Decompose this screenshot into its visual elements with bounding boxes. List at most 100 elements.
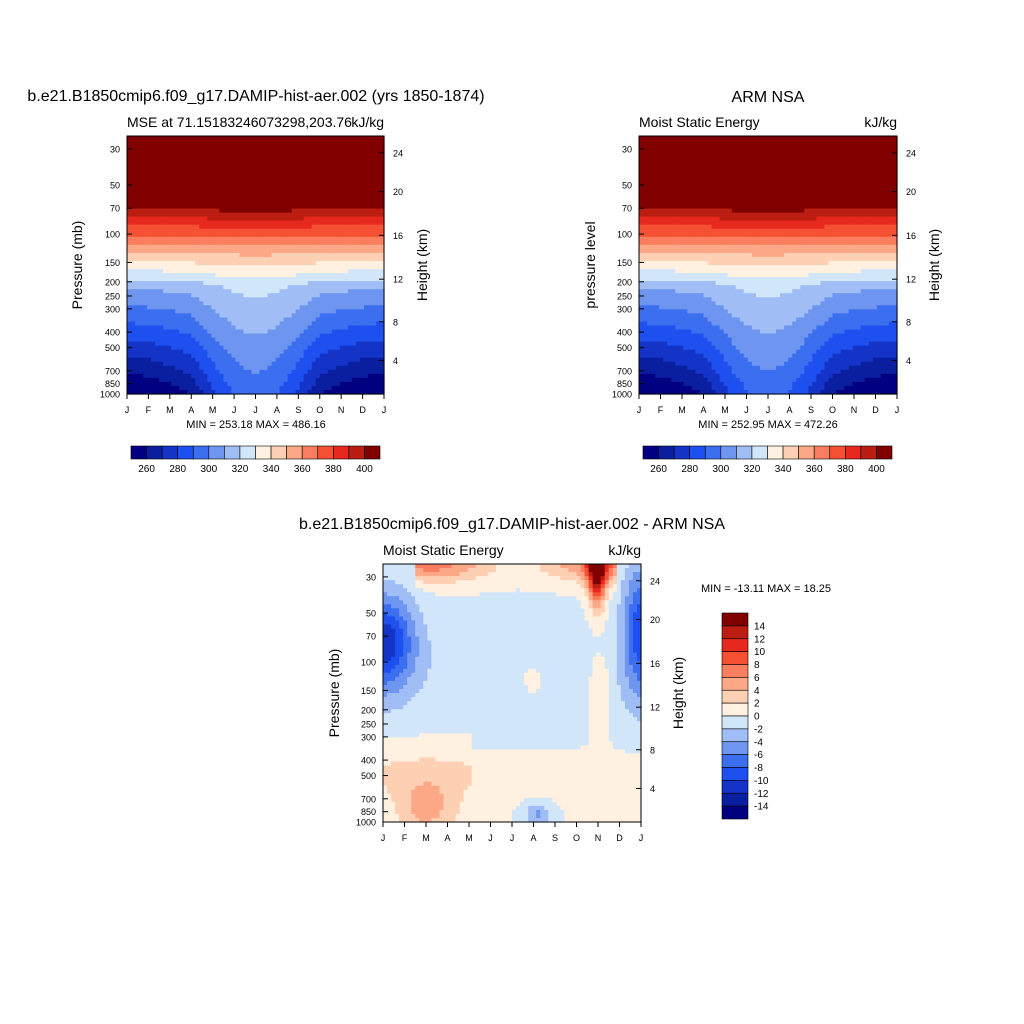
field-cell [360, 229, 365, 234]
field-cell [171, 350, 176, 355]
field-cell [219, 196, 224, 201]
field-cell [215, 237, 220, 242]
field-cell [227, 334, 232, 339]
field-cell [191, 346, 196, 351]
field-cell [316, 201, 321, 206]
field-cell [276, 313, 281, 318]
field-cell [296, 289, 301, 294]
field-cell [219, 293, 224, 298]
field-cell [256, 241, 261, 246]
field-cell [272, 156, 277, 161]
field-cell [272, 378, 277, 383]
field-cell [219, 342, 224, 347]
field-cell [235, 136, 240, 141]
field-cell [247, 281, 252, 286]
field-cell [260, 148, 265, 153]
field-cell [143, 374, 148, 379]
field-cell [135, 213, 140, 218]
field-cell [332, 330, 337, 335]
field-cell [324, 176, 329, 181]
field-cell [247, 196, 252, 201]
field-cell [195, 164, 200, 169]
field-cell [135, 152, 140, 157]
field-cell [679, 160, 684, 165]
field-cell [135, 265, 140, 270]
field-cell [235, 148, 240, 153]
field-cell [364, 253, 369, 258]
field-cell [223, 382, 228, 387]
field-cell [348, 330, 353, 335]
field-cell [256, 342, 261, 347]
field-cell [328, 160, 333, 165]
field-cell [308, 334, 313, 339]
field-cell [284, 229, 289, 234]
field-cell [344, 382, 349, 387]
field-cell [167, 184, 172, 189]
field-cell [328, 293, 333, 298]
field-cell [320, 180, 325, 185]
field-cell [364, 213, 369, 218]
field-cell [207, 358, 212, 363]
field-cell [167, 156, 172, 161]
xtick-label: N [338, 405, 345, 415]
field-cell [167, 354, 172, 359]
field-cell [264, 241, 269, 246]
field-cell [316, 168, 321, 173]
field-cell [885, 176, 890, 181]
field-cell [251, 346, 256, 351]
field-cell [292, 342, 297, 347]
field-cell [143, 225, 148, 230]
field-cell [296, 362, 301, 367]
field-cell [300, 301, 305, 306]
field-cell [687, 152, 692, 157]
field-cell [356, 237, 361, 242]
field-cell [171, 188, 176, 193]
field-cell [304, 342, 309, 347]
field-cell [873, 172, 878, 177]
field-cell [135, 342, 140, 347]
field-cell [647, 172, 652, 177]
field-cell [316, 358, 321, 363]
field-cell [352, 350, 357, 355]
field-cell [223, 362, 228, 367]
field-cell [260, 253, 265, 258]
field-cell [272, 196, 277, 201]
field-cell [356, 285, 361, 290]
field-cell [147, 192, 152, 197]
field-cell [340, 321, 345, 326]
field-cell [667, 144, 672, 149]
field-cell [376, 164, 381, 169]
field-cell [268, 164, 273, 169]
field-cell [328, 168, 333, 173]
field-cell [796, 176, 801, 181]
field-cell [207, 217, 212, 222]
field-cell [231, 213, 236, 218]
field-cell [740, 164, 745, 169]
field-cell [167, 313, 172, 318]
field-cell [251, 297, 256, 302]
field-cell [659, 176, 664, 181]
field-cell [328, 273, 333, 278]
field-cell [211, 273, 216, 278]
field-cell [356, 184, 361, 189]
field-cell [360, 257, 365, 262]
field-cell [203, 213, 208, 218]
field-cell [211, 201, 216, 206]
field-cell [167, 148, 172, 153]
field-cell [155, 265, 160, 270]
field-cell [272, 265, 277, 270]
field-cell [332, 237, 337, 242]
field-cell [336, 273, 341, 278]
field-cell [256, 225, 261, 230]
field-cell [127, 297, 132, 302]
field-cell [312, 188, 317, 193]
field-cell [869, 136, 874, 141]
field-cell [372, 305, 377, 310]
field-cell [288, 221, 293, 226]
field-cell [740, 172, 745, 177]
field-cell [139, 221, 144, 226]
field-cell [695, 172, 700, 177]
field-cell [740, 152, 745, 157]
field-cell [276, 277, 281, 282]
field-cell [195, 196, 200, 201]
